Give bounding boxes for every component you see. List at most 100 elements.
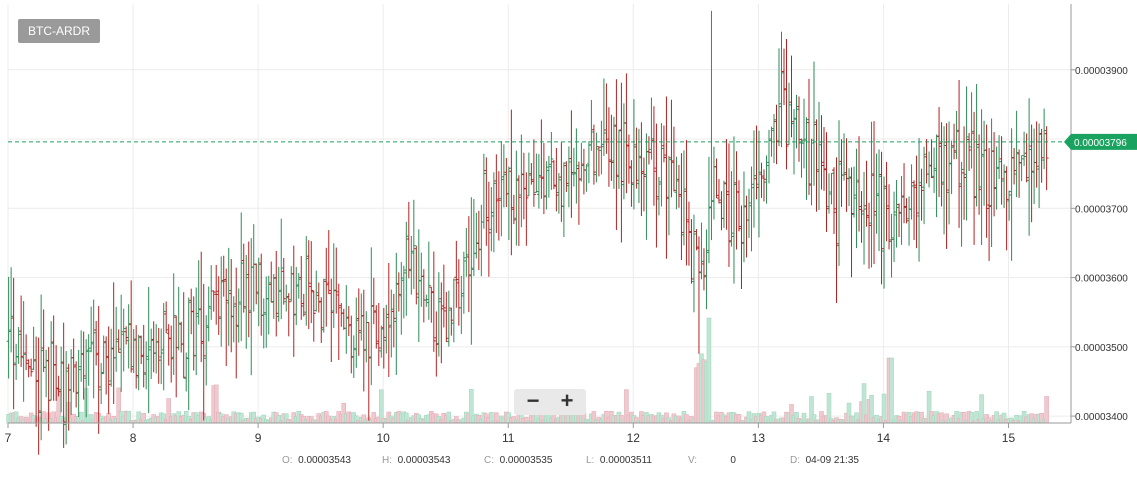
volume-bar: [881, 393, 887, 424]
ohlc-bar: [1002, 164, 1007, 209]
ohlc-bar: [914, 155, 919, 249]
ohlc-bar: [807, 78, 812, 195]
ohlc-bar: [56, 375, 61, 397]
ohlc-bar: [236, 288, 241, 343]
ohlc-bar: [992, 132, 997, 217]
ohlc-bar: [929, 139, 934, 179]
ohlc-bar: [724, 139, 729, 230]
ohlc-bar: [234, 267, 239, 379]
ohlc-bar: [726, 143, 731, 267]
ohlc-bar: [441, 264, 446, 328]
ohlc-bar: [611, 116, 616, 189]
ohlc-bar: [1009, 128, 1014, 261]
ohlc-bar: [1024, 133, 1029, 183]
ohlc-bar: [681, 150, 686, 246]
ohlc-bar: [241, 243, 246, 313]
ohlc-bar: [174, 315, 179, 398]
y-tick-label: 0.00003600: [1075, 274, 1128, 285]
ohlc-bar: [244, 254, 249, 349]
open-label: O:: [282, 455, 293, 466]
ohlc-bar: [877, 149, 882, 252]
ohlc-bar: [374, 305, 379, 349]
ohlc-bar: [734, 151, 739, 250]
ohlc-bar: [684, 140, 689, 266]
ohlc-bar: [814, 119, 819, 212]
ohlc-open: O: 0.00003543: [282, 455, 351, 466]
symbol-label[interactable]: BTC-ARDR: [18, 19, 100, 43]
ohlc-bar: [44, 349, 49, 398]
ohlc-bar: [211, 290, 216, 312]
ohlc-bar: [226, 247, 231, 346]
ohlc-bar: [416, 229, 421, 342]
ohlc-bar: [21, 301, 26, 402]
ohlc-bar: [1012, 148, 1017, 185]
x-tick-label: 13: [752, 431, 766, 445]
ohlc-bar: [589, 100, 594, 151]
ohlc-bar: [196, 260, 201, 325]
ohlc-bar: [576, 161, 581, 225]
ohlc-bar: [286, 293, 291, 337]
ohlc-bar: [779, 31, 784, 148]
ohlc-bar: [586, 141, 591, 184]
ohlc-bar: [484, 157, 489, 246]
ohlc-bar: [446, 290, 451, 347]
ohlc-bar: [731, 136, 736, 284]
ohlc-bar: [329, 278, 334, 362]
zoom-out-button[interactable]: −: [526, 388, 540, 413]
volume-bar: [706, 317, 712, 424]
ohlc-bar: [136, 334, 141, 391]
ohlc-bar: [424, 294, 429, 307]
x-tick-label: 10: [376, 431, 390, 445]
ohlc-bar: [461, 251, 466, 314]
ohlc-bar: [66, 363, 71, 431]
ohlc-bar: [551, 160, 556, 190]
ohlc-bar: [994, 146, 999, 210]
ohlc-bar: [94, 320, 99, 366]
ohlc-bar: [987, 148, 992, 261]
high-value: 0.00003543: [397, 455, 451, 466]
ohlc-bar: [276, 267, 281, 322]
ohlc-bar: [79, 330, 84, 382]
y-tick-label: 0.00003400: [1075, 412, 1128, 423]
ohlc-bar: [1037, 123, 1042, 209]
ohlc-bar: [754, 125, 759, 200]
date-value: 04-09 21:35: [805, 455, 859, 466]
x-tick-label: 7: [5, 431, 12, 445]
ohlc-bar: [581, 148, 586, 195]
ohlc-bar: [379, 325, 384, 358]
ohlc-bar: [249, 238, 254, 376]
ohlc-bar: [476, 210, 481, 271]
ohlc-bar: [156, 327, 161, 384]
ohlc-bar: [389, 289, 394, 358]
ohlc-bar: [636, 128, 641, 204]
ohlc-bar: [146, 287, 151, 414]
ohlc-bar: [974, 84, 979, 207]
ohlc-bar: [969, 92, 974, 169]
ohlc-bar: [829, 172, 834, 205]
ohlc-bar: [892, 191, 897, 262]
ohlc-bar: [536, 154, 541, 209]
low-value: 0.00003511: [599, 455, 652, 466]
zoom-in-button[interactable]: +: [560, 388, 574, 413]
volume-bar: [1044, 396, 1049, 424]
ohlc-bar: [321, 278, 326, 333]
ohlc-bar: [376, 302, 381, 367]
ohlc-bar: [559, 142, 564, 222]
ohlc-bar: [256, 257, 261, 327]
ohlc-bar: [584, 164, 589, 192]
x-tick-label: 8: [130, 431, 137, 445]
ohlc-bar: [14, 343, 19, 380]
ohlc-bar: [361, 289, 366, 392]
ohlc-bar: [799, 138, 804, 178]
ohlc-bar: [29, 358, 34, 377]
ohlc-bar: [219, 256, 224, 347]
ohlc-bar: [764, 155, 769, 204]
ohlc-bar: [419, 252, 424, 307]
ohlc-bar: [862, 171, 867, 265]
ohlc-bar: [661, 125, 666, 163]
ohlc-bar: [1029, 124, 1034, 223]
ohlc-bar: [414, 245, 419, 305]
open-value: 0.00003543: [298, 455, 351, 466]
ohlc-bar: [556, 173, 561, 214]
